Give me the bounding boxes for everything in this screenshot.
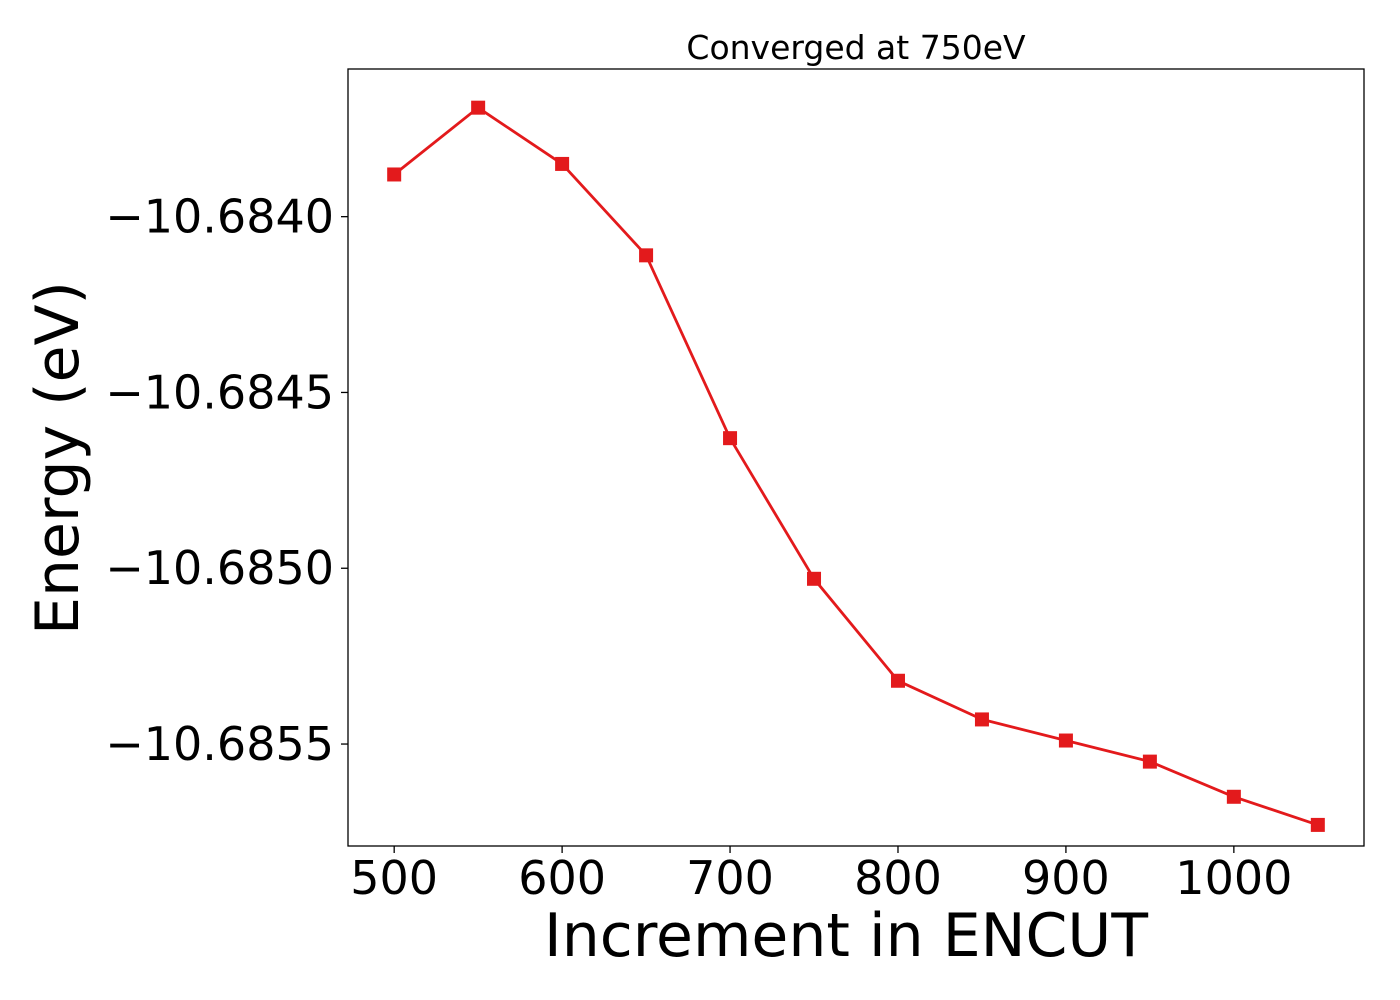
x-tick-label: 900: [1022, 851, 1110, 905]
data-point-marker: [639, 248, 654, 263]
y-tick-label: −10.6845: [105, 365, 334, 419]
data-point-marker: [1226, 789, 1241, 804]
x-tick-label: 800: [854, 851, 942, 905]
x-axis-ticks: 500 600 700 800 900 1000: [350, 846, 1292, 905]
y-axis-label: Energy (eV): [23, 281, 93, 635]
data-point-marker: [1142, 754, 1157, 769]
x-tick-label: 600: [518, 851, 606, 905]
data-point-marker: [471, 100, 486, 115]
series-line: [393, 106, 1319, 827]
data-point-marker: [890, 673, 905, 688]
data-point-marker: [1310, 817, 1325, 832]
y-tick-label: −10.6855: [105, 717, 334, 771]
x-axis-label: Increment in ENCUT: [544, 901, 1148, 971]
data-point-marker: [387, 167, 402, 182]
y-axis-ticks: −10.6840 −10.6845 −10.6850 −10.6855: [105, 190, 348, 771]
data-point-marker: [974, 712, 989, 727]
data-point-marker: [1058, 733, 1073, 748]
x-tick-label: 500: [350, 851, 438, 905]
y-tick-label: −10.6840: [105, 190, 334, 244]
data-point-marker: [723, 431, 738, 446]
x-tick-label: 1000: [1175, 851, 1292, 905]
series-layer: [387, 100, 1325, 832]
plot-area: [347, 68, 1365, 847]
chart-title: Converged at 750eV: [686, 28, 1026, 67]
data-point-marker: [555, 156, 570, 171]
data-point-marker: [807, 571, 822, 586]
x-tick-label: 700: [686, 851, 774, 905]
y-tick-label: −10.6850: [105, 541, 334, 595]
